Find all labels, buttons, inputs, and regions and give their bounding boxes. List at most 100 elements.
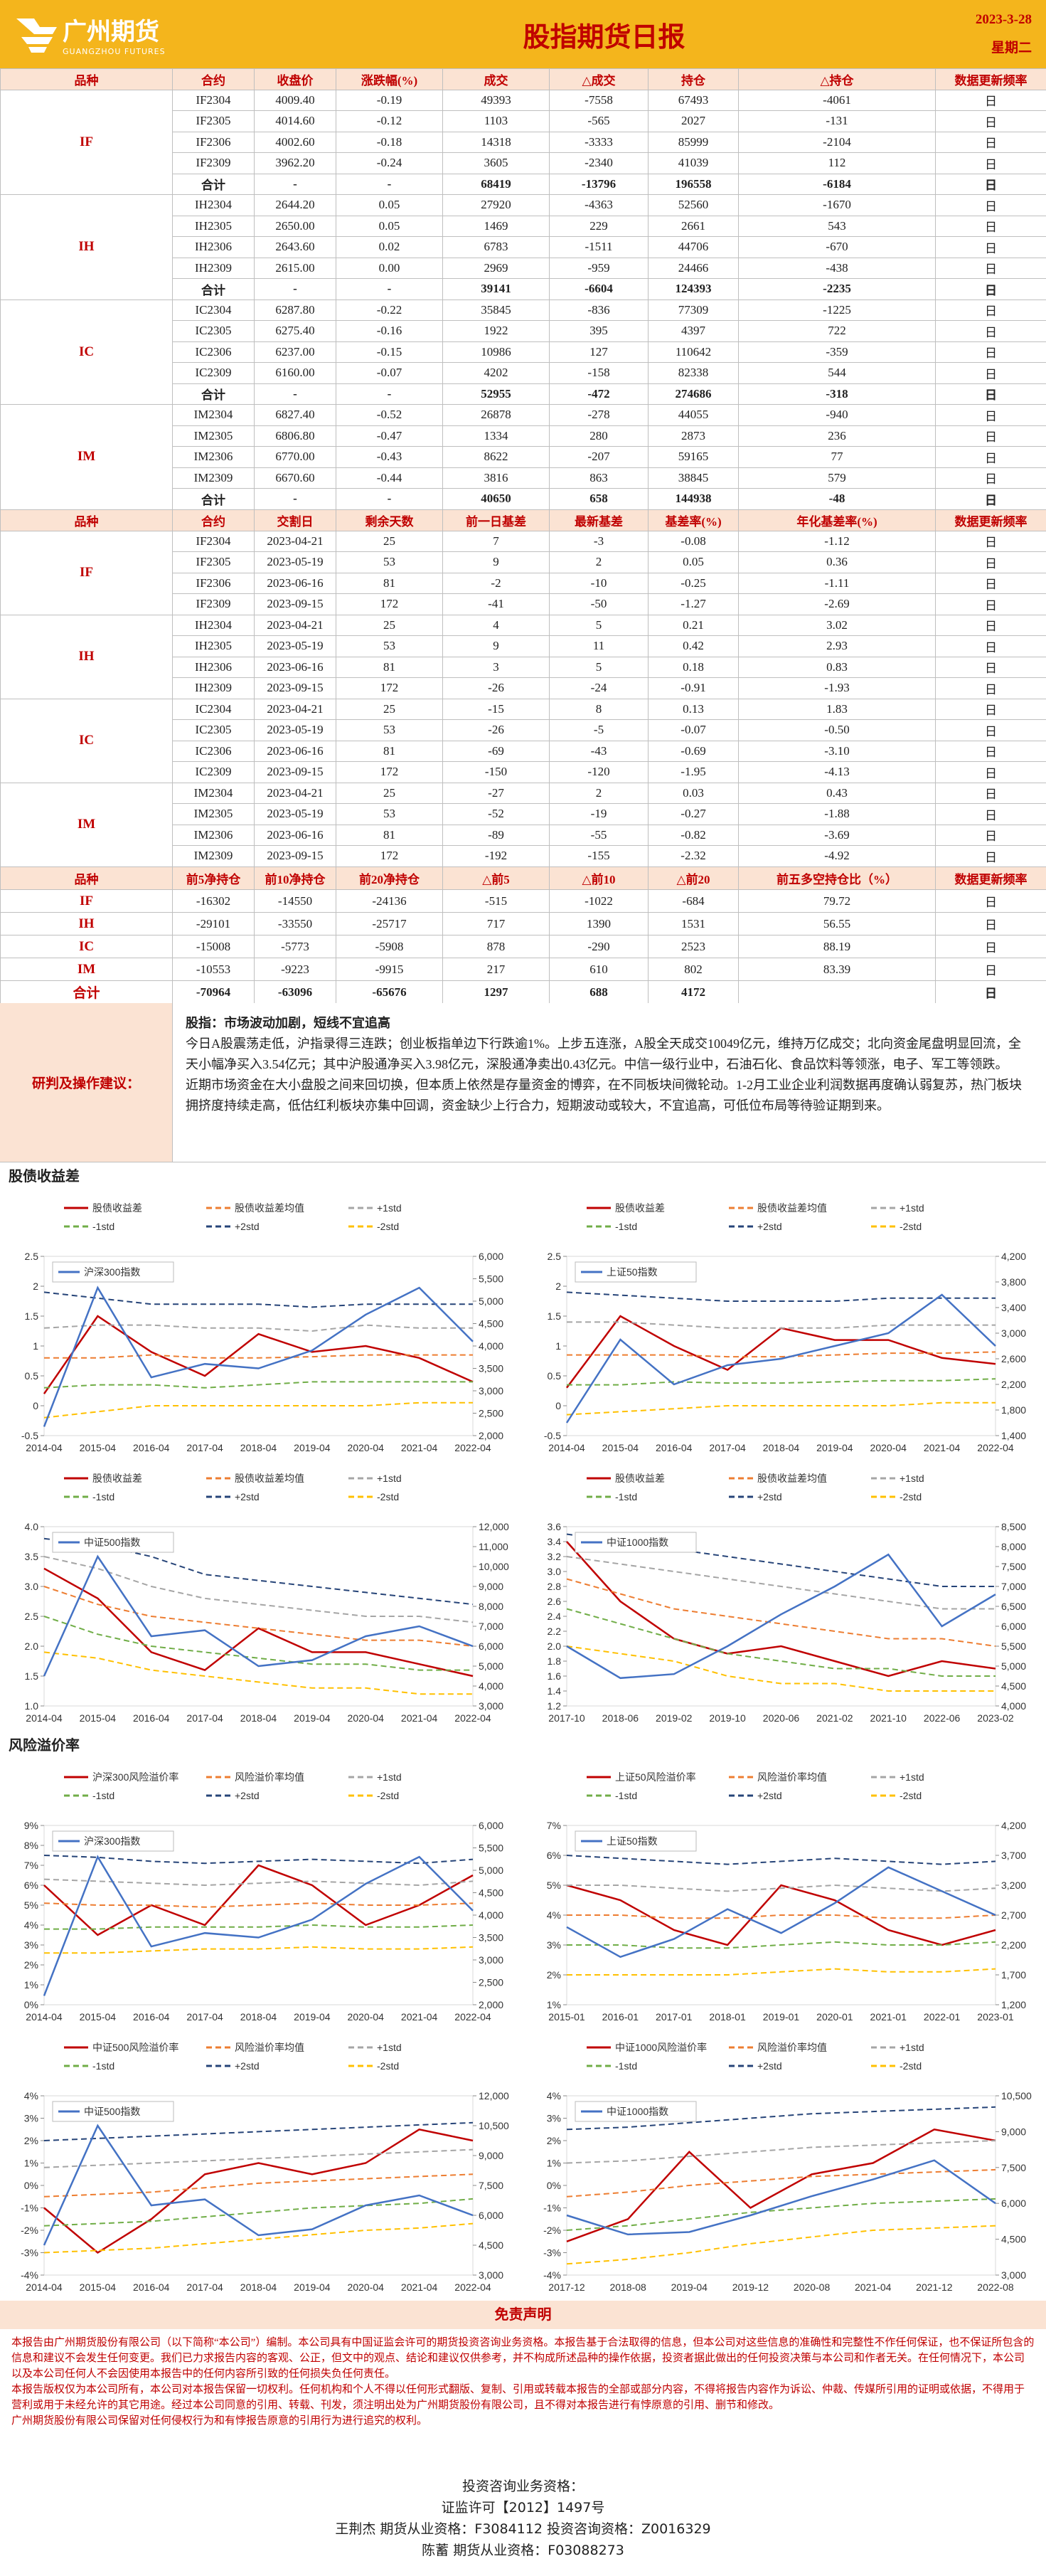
group-name: IM [1, 405, 173, 510]
cell: -1022 [550, 890, 649, 913]
x-tick-label: 2020-04 [348, 1442, 385, 1453]
cell: 25 [336, 699, 443, 720]
y-tick-label: 1.0 [25, 1700, 39, 1712]
cell: 53 [336, 552, 443, 573]
cell: IF2309 [173, 153, 255, 174]
plot-frame [44, 1256, 473, 1436]
y-tick-label: -1% [21, 2203, 38, 2214]
cell: 3605 [443, 153, 550, 174]
cell: 82338 [649, 363, 739, 384]
series-line [44, 1652, 473, 1694]
x-tick-label: 2018-04 [240, 2281, 277, 2293]
cell: -4.92 [739, 846, 936, 867]
x-tick-label: 2014-04 [26, 1442, 63, 1453]
y2-tick-label: 7,500 [1001, 2162, 1026, 2173]
cell: 1103 [443, 111, 550, 132]
cell: -10553 [173, 958, 255, 981]
cell: 2023-05-19 [255, 720, 336, 741]
cell: -1.93 [739, 678, 936, 699]
series-line [44, 2224, 473, 2253]
cell: -7558 [550, 90, 649, 111]
cell: -0.47 [336, 425, 443, 447]
x-tick-label: 2020-08 [794, 2281, 831, 2293]
column-header: 年化基差率(%) [739, 510, 936, 531]
column-header: 最新基差 [550, 510, 649, 531]
column-header: 品种 [1, 867, 173, 890]
y-tick-label: 1% [547, 2158, 561, 2169]
group-name: IH [1, 913, 173, 935]
cell: 0.05 [649, 552, 739, 573]
y2-tick-label: 3,000 [1001, 1327, 1026, 1339]
cell: 1390 [550, 913, 649, 935]
cell: 26878 [443, 405, 550, 426]
cell: -24 [550, 678, 649, 699]
x-tick-label: 2021-04 [855, 2281, 892, 2293]
header-row: 品种合约交割日剩余天数前一日基差最新基差基差率(%)年化基差率(%)数据更新频率 [1, 510, 1046, 531]
y-tick-label: 3.4 [548, 1536, 562, 1547]
x-tick-label: 2016-01 [602, 2011, 639, 2023]
cell: 2650.00 [255, 216, 336, 237]
x-tick-label: 2019-10 [709, 1712, 746, 1724]
y-tick-label: 2 [33, 1281, 38, 1292]
cell: 2644.20 [255, 195, 336, 216]
legend-label: +1std [900, 1473, 924, 1484]
y-tick-label: 1.5 [25, 1310, 39, 1322]
x-tick-label: 2017-04 [186, 2011, 223, 2023]
cell: -3.69 [739, 825, 936, 846]
x-tick-label: 2015-04 [602, 1442, 639, 1453]
column-header: △持仓 [739, 69, 936, 90]
x-tick-label: 2021-01 [870, 2011, 907, 2023]
cell: 3816 [443, 467, 550, 489]
legend-label: 风险溢价率均值 [235, 2042, 304, 2053]
y2-tick-label: 6,000 [1001, 1621, 1026, 1632]
x-tick-label: 2021-04 [401, 1712, 438, 1724]
cell: -4.13 [739, 762, 936, 783]
chart: -4%-3%-2%-1%0%1%2%3%4%3,0004,5006,0007,5… [523, 2030, 1045, 2301]
legend-label: +2std [235, 1790, 260, 1801]
cell: - [336, 279, 443, 300]
cell: - [255, 279, 336, 300]
cell: -69 [443, 741, 550, 762]
legend-label: +1std [377, 1771, 402, 1783]
cell: IH2305 [173, 216, 255, 237]
column-header: 数据更新频率 [936, 867, 1046, 890]
cell: 6670.60 [255, 467, 336, 489]
cell: -0.91 [649, 678, 739, 699]
series-line [44, 2174, 473, 2197]
plot-frame [567, 1256, 996, 1436]
legend-label: +1std [377, 1473, 402, 1484]
legend-label: 股债收益差 [92, 1473, 142, 1484]
y2-tick-label: 5,000 [479, 1865, 503, 1876]
cell: 40650 [443, 489, 550, 510]
y2-tick-label: 6,000 [1001, 2198, 1026, 2209]
chart: 1.01.52.02.53.03.54.03,0004,0005,0006,00… [0, 1461, 523, 1732]
y-tick-label: 3.2 [548, 1551, 562, 1562]
cell: - [336, 489, 443, 510]
cell: IC2305 [173, 321, 255, 342]
cell: IM2309 [173, 846, 255, 867]
strategy-paragraph: 近期市场资金在大小盘股之间来回切换，但本质上依然是存量资金的博弈，在不同板块间微… [186, 1075, 1033, 1116]
y-tick-label: 4.0 [25, 1521, 39, 1532]
cell: 日 [936, 467, 1046, 489]
y-tick-label: 0.5 [548, 1370, 562, 1382]
cell: -29101 [173, 913, 255, 935]
cell: IM2304 [173, 783, 255, 804]
legend-label: 中证500指数 [84, 1537, 140, 1548]
y-tick-label: 2% [547, 1969, 561, 1981]
cell: IF2304 [173, 531, 255, 552]
y-tick-label: 3.0 [25, 1581, 39, 1592]
cell: 日 [936, 594, 1046, 615]
footer-line: 投资咨询业务资格： [0, 2476, 1046, 2497]
cell: 68419 [443, 174, 550, 195]
y2-tick-label: 8,500 [1001, 1521, 1026, 1532]
cell: IC2305 [173, 720, 255, 741]
series-line [44, 1403, 473, 1418]
y2-tick-label: 4,500 [479, 1318, 503, 1330]
cell: 4397 [649, 321, 739, 342]
legend-label: 上证50指数 [607, 1835, 658, 1847]
cell: 280 [550, 425, 649, 447]
x-tick-label: 2018-01 [709, 2011, 746, 2023]
cell: -0.18 [336, 132, 443, 153]
